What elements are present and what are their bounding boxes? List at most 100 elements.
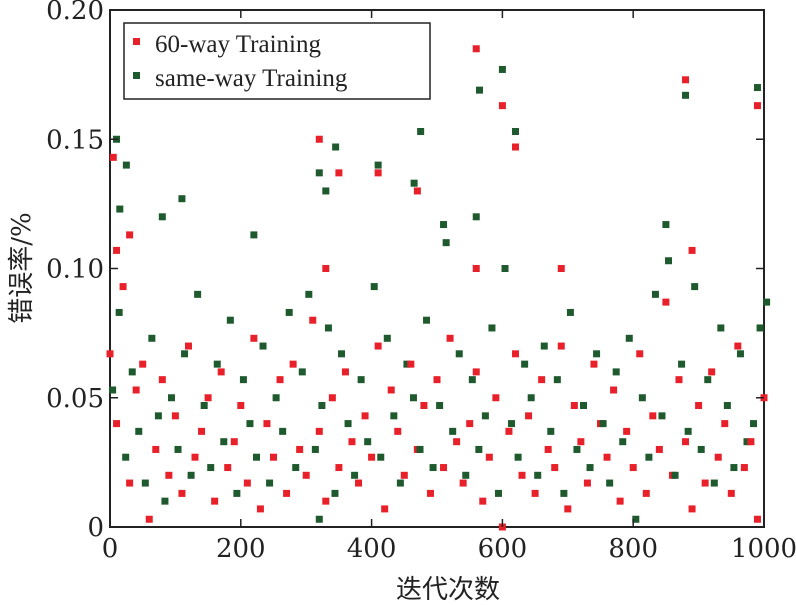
y-tick-label: 0 — [87, 513, 104, 543]
point-60-way — [106, 350, 114, 358]
x-tick-label: 200 — [216, 534, 266, 564]
point-same-way — [494, 489, 502, 497]
point-same-way — [279, 427, 287, 435]
point-same-way — [370, 283, 378, 291]
point-60-way — [178, 489, 186, 497]
point-60-way — [322, 497, 330, 505]
point-same-way — [207, 464, 215, 472]
point-same-way — [292, 464, 300, 472]
point-60-way — [109, 153, 117, 161]
point-same-way — [553, 376, 561, 384]
point-same-way — [374, 161, 382, 169]
legend-marker-sameway — [133, 72, 140, 79]
point-same-way — [521, 360, 529, 368]
point-60-way — [734, 342, 742, 350]
point-60-way — [662, 298, 670, 306]
legend-label-60way: 60-way Training — [155, 31, 321, 58]
point-60-way — [649, 412, 657, 420]
point-same-way — [632, 515, 640, 523]
point-same-way — [743, 438, 751, 446]
point-same-way — [167, 394, 175, 402]
point-same-way — [154, 412, 162, 420]
point-same-way — [678, 360, 686, 368]
point-60-way — [420, 402, 428, 410]
point-same-way — [481, 412, 489, 420]
point-60-way — [721, 420, 729, 428]
point-same-way — [158, 213, 166, 221]
point-same-way — [599, 420, 607, 428]
point-same-way — [266, 479, 274, 487]
point-same-way — [753, 84, 761, 92]
point-60-way — [642, 489, 650, 497]
point-60-way — [682, 76, 690, 84]
point-same-way — [141, 479, 149, 487]
point-same-way — [252, 453, 260, 461]
point-same-way — [109, 386, 117, 394]
point-same-way — [540, 342, 548, 350]
point-same-way — [750, 420, 758, 428]
point-same-way — [135, 427, 143, 435]
point-60-way — [348, 438, 356, 446]
point-60-way — [237, 402, 245, 410]
point-60-way — [531, 489, 539, 497]
y-tick-label: 0.20 — [46, 0, 104, 26]
point-same-way — [514, 453, 522, 461]
point-60-way — [688, 246, 696, 254]
point-same-way — [128, 368, 136, 376]
point-same-way — [756, 324, 764, 332]
point-60-way — [132, 386, 140, 394]
point-same-way — [475, 445, 483, 453]
point-same-way — [468, 376, 476, 384]
point-same-way — [351, 471, 359, 479]
point-60-way — [459, 479, 467, 487]
point-same-way — [220, 438, 228, 446]
point-same-way — [651, 290, 659, 298]
point-same-way — [511, 127, 519, 135]
point-60-way — [701, 479, 709, 487]
point-60-way — [211, 497, 219, 505]
point-same-way — [259, 342, 267, 350]
point-60-way — [230, 438, 238, 446]
point-60-way — [538, 376, 546, 384]
point-same-way — [148, 334, 156, 342]
point-60-way — [610, 386, 618, 394]
point-60-way — [440, 464, 448, 472]
point-same-way — [332, 143, 340, 151]
point-60-way — [518, 471, 526, 479]
point-60-way — [113, 246, 121, 254]
x-tick-label: 800 — [608, 534, 658, 564]
point-same-way — [122, 453, 130, 461]
point-60-way — [198, 427, 206, 435]
point-same-way — [606, 479, 614, 487]
point-60-way — [224, 464, 232, 472]
point-same-way — [498, 65, 506, 73]
point-60-way — [623, 427, 631, 435]
point-60-way — [557, 342, 565, 350]
y-tick-label: 0.15 — [46, 125, 104, 155]
x-axis-label: 迭代次数 — [396, 575, 500, 605]
point-same-way — [736, 350, 744, 358]
point-60-way — [453, 438, 461, 446]
point-60-way — [145, 515, 153, 523]
point-same-way — [619, 438, 627, 446]
point-60-way — [511, 143, 519, 151]
point-same-way — [730, 464, 738, 472]
point-60-way — [270, 453, 277, 461]
point-same-way — [322, 187, 330, 195]
point-60-way — [433, 376, 441, 384]
point-same-way — [462, 471, 470, 479]
point-same-way — [298, 368, 306, 376]
point-same-way — [410, 179, 418, 187]
axes: 0 200 400 600 800 1000 0 0.05 0.10 0.15 0.20 — [46, 0, 796, 564]
x-tick-label: 600 — [478, 534, 528, 564]
point-same-way — [178, 195, 186, 203]
point-same-way — [662, 221, 670, 229]
x-tick-label: 0 — [102, 534, 119, 564]
point-60-way — [309, 316, 317, 324]
point-same-way — [717, 324, 725, 332]
point-60-way — [708, 368, 716, 376]
point-60-way — [544, 445, 552, 453]
point-60-way — [335, 464, 343, 472]
point-60-way — [472, 265, 480, 272]
point-60-way — [250, 334, 258, 342]
